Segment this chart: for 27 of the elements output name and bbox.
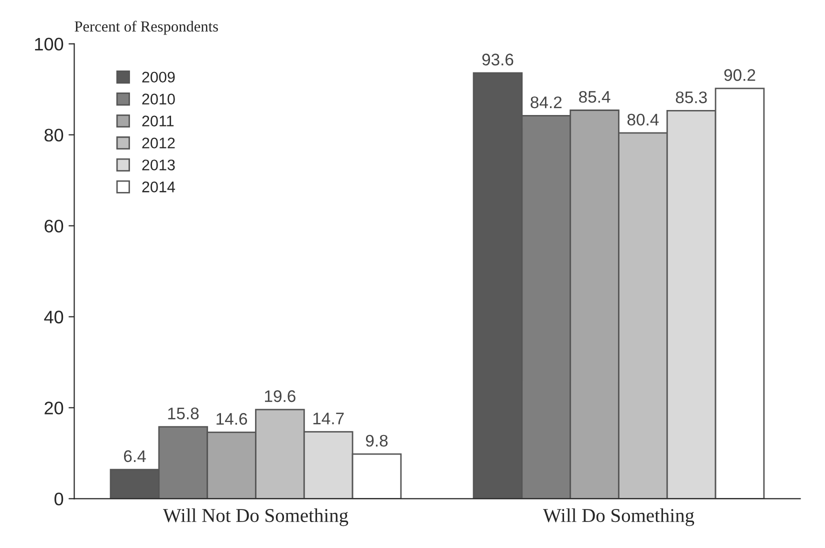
y-axis-title: Percent of Respondents — [74, 20, 218, 35]
y-tick-label: 0 — [54, 492, 64, 506]
x-tick-label: Will Do Something — [543, 508, 694, 526]
data-label: 90.2 — [724, 69, 756, 81]
data-label: 14.7 — [313, 412, 344, 424]
data-label: 93.6 — [482, 54, 514, 66]
data-label: 85.4 — [579, 90, 610, 103]
data-label: 9.8 — [366, 434, 388, 447]
legend-label: 2012 — [142, 138, 175, 148]
y-tick-label: 60 — [44, 220, 64, 232]
data-label: 14.6 — [216, 413, 248, 425]
legend-label: 2014 — [142, 182, 176, 192]
data-label: 84.2 — [530, 96, 562, 108]
legend-label: 2011 — [142, 116, 174, 126]
y-tick-label: 20 — [44, 402, 64, 414]
data-label: 15.8 — [168, 408, 199, 420]
legend-label: 2013 — [142, 160, 175, 170]
x-tick-label: Will Not Do Something — [162, 508, 348, 526]
legend-label: 2009 — [142, 72, 175, 83]
data-label: 80.4 — [627, 114, 659, 126]
data-label: 85.3 — [676, 91, 707, 104]
y-tick-label: 100 — [35, 38, 64, 51]
data-label: 6.4 — [124, 450, 146, 462]
data-label: 19.6 — [265, 390, 296, 402]
y-tick-label: 80 — [44, 128, 64, 142]
legend-label: 2010 — [142, 94, 175, 104]
y-tick-label: 40 — [44, 310, 64, 324]
